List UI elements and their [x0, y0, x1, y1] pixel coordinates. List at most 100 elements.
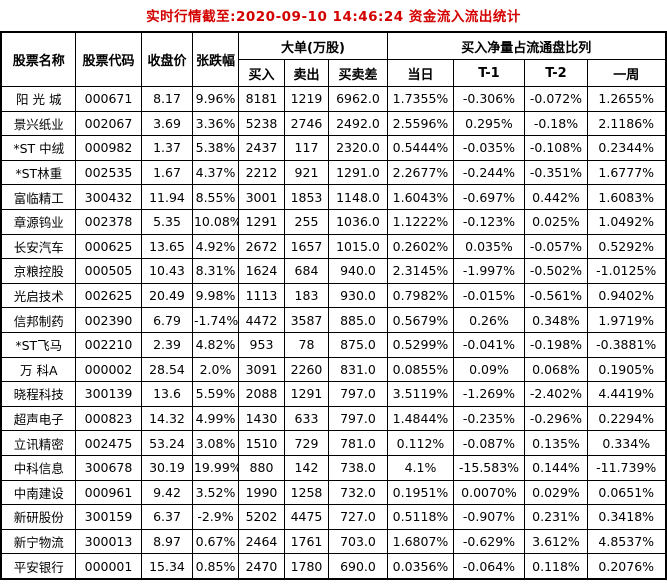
header-row-top: 股票名称 股票代码 收盘价 张跌幅 大单(万股) 买入净量占流通盘比列	[0, 31, 667, 87]
header-row-sub: 买入 卖出 买卖差 当日 T-1 T-2 一周	[1, 59, 667, 87]
table-row: 富临精工 300432 11.94 8.55% 3001 1853 1148.0 1.6043…	[0, 184, 667, 210]
stock-code-cell: 000001	[74, 553, 142, 580]
buy-sell-diff-cell: 781.0	[327, 430, 388, 456]
close-price-cell: 13.6	[140, 381, 193, 407]
ratio-t2-cell: 0.068%	[523, 356, 588, 383]
buy-sell-diff-cell: 738.0	[327, 454, 388, 481]
change-pct-cell: 9.98%	[191, 282, 239, 309]
buy-sell-diff-cell: 2492.0	[327, 110, 388, 137]
change-pct-cell: 4.37%	[191, 159, 239, 186]
buy-sell-diff-cell: 930.0	[327, 282, 388, 309]
close-price-cell: 8.97	[140, 528, 193, 555]
ratio-today-cell: 0.7982%	[386, 282, 454, 309]
sell-volume-cell: 117	[283, 135, 329, 161]
stock-code-cell: 002210	[74, 331, 142, 358]
sell-volume-cell: 1219	[283, 86, 329, 112]
buy-volume-cell: 5238	[237, 110, 285, 137]
change-pct-cell: -1.74%	[191, 307, 239, 333]
table-body: 阳 光 城 000671 8.17 9.96% 8181 1219 6962.0 1.7355…	[0, 86, 667, 580]
sell-volume-cell: 1291	[283, 381, 329, 407]
table-row: *ST飞马 002210 2.39 4.82% 953 78 875.0 0.5299% -0.…	[0, 331, 667, 358]
stock-code-cell: 300159	[74, 504, 142, 530]
stock-name-cell: 富临精工	[0, 184, 76, 210]
col-header-today: 当日	[386, 59, 454, 87]
change-pct-cell: 2.0%	[191, 356, 239, 383]
ratio-t2-cell: 0.025%	[523, 208, 588, 235]
change-pct-cell: -2.9%	[191, 504, 239, 530]
ratio-t2-cell: -0.502%	[523, 258, 588, 284]
table-row: 章源钨业 002378 5.35 10.08% 1291 255 1036.0 1.1222%…	[0, 208, 667, 235]
sell-volume-cell: 1258	[283, 479, 329, 506]
ratio-today-cell: 3.5119%	[386, 381, 454, 407]
table-row: *ST 中绒 000982 1.37 5.38% 2437 117 2320.0 0.5444…	[0, 135, 667, 161]
ratio-today-cell: 0.5679%	[386, 307, 454, 333]
ratio-today-cell: 2.3145%	[386, 258, 454, 284]
stock-name-cell: 晓程科技	[0, 381, 76, 407]
ratio-today-cell: 0.0855%	[386, 356, 454, 383]
ratio-today-cell: 0.2602%	[386, 233, 454, 260]
stock-name-cell: 信邦制药	[0, 307, 76, 333]
ratio-t2-cell: -0.296%	[523, 405, 588, 432]
buy-volume-cell: 4472	[237, 307, 285, 333]
stock-name-cell: 立讯精密	[0, 430, 76, 456]
buy-volume-cell: 2470	[237, 553, 285, 580]
stock-code-cell: 000961	[74, 479, 142, 506]
close-price-cell: 28.54	[140, 356, 193, 383]
ratio-today-cell: 0.1951%	[386, 479, 454, 506]
table-row: 阳 光 城 000671 8.17 9.96% 8181 1219 6962.0 1.7355…	[0, 86, 667, 112]
sell-volume-cell: 2260	[283, 356, 329, 383]
sell-volume-cell: 4475	[283, 504, 329, 530]
sell-volume-cell: 1761	[283, 528, 329, 555]
sell-volume-cell: 3587	[283, 307, 329, 333]
ratio-week-cell: -0.3881%	[586, 331, 667, 358]
ratio-t1-cell: -0.015%	[452, 282, 525, 309]
buy-volume-cell: 880	[237, 454, 285, 481]
ratio-week-cell: 0.334%	[586, 430, 667, 456]
ratio-today-cell: 0.0356%	[386, 553, 454, 580]
stock-code-cell: 000982	[74, 135, 142, 161]
close-price-cell: 1.37	[140, 135, 193, 161]
stock-code-cell: 000823	[74, 405, 142, 432]
stock-code-cell: 002625	[74, 282, 142, 309]
change-pct-cell: 3.08%	[191, 430, 239, 456]
buy-volume-cell: 1291	[237, 208, 285, 235]
sell-volume-cell: 1780	[283, 553, 329, 580]
change-pct-cell: 19.99%	[191, 454, 239, 481]
ratio-today-cell: 1.1222%	[386, 208, 454, 235]
ratio-today-cell: 2.2677%	[386, 159, 454, 186]
ratio-t1-cell: -0.235%	[452, 405, 525, 432]
ratio-week-cell: 0.2076%	[586, 553, 667, 580]
stock-code-cell: 300678	[74, 454, 142, 481]
ratio-t1-cell: 0.09%	[452, 356, 525, 383]
ratio-today-cell: 0.5299%	[386, 331, 454, 358]
stock-name-cell: 中南建设	[0, 479, 76, 506]
sell-volume-cell: 729	[283, 430, 329, 456]
close-price-cell: 15.34	[140, 553, 193, 580]
change-pct-cell: 10.08%	[191, 208, 239, 235]
ratio-week-cell: 2.1186%	[586, 110, 667, 137]
table-row: 京粮控股 000505 10.43 8.31% 1624 684 940.0 2.3145% -…	[0, 258, 667, 284]
stock-code-cell: 000625	[74, 233, 142, 260]
stock-code-cell: 300013	[74, 528, 142, 555]
stock-name-cell: 新研股份	[0, 504, 76, 530]
table-row: 新宁物流 300013 8.97 0.67% 2464 1761 703.0 1.6807% -…	[0, 528, 667, 555]
stock-code-cell: 300139	[74, 381, 142, 407]
buy-volume-cell: 953	[237, 331, 285, 358]
table-header: 股票名称 股票代码 收盘价 张跌幅 大单(万股) 买入净量占流通盘比列 买入 卖…	[0, 31, 667, 87]
stock-name-cell: 景兴纸业	[0, 110, 76, 137]
ratio-t2-cell: -0.072%	[523, 86, 588, 112]
stock-name-cell: 平安银行	[0, 553, 76, 580]
stock-name-cell: 京粮控股	[0, 258, 76, 284]
ratio-week-cell: -1.0125%	[586, 258, 667, 284]
stock-code-cell: 000002	[74, 356, 142, 383]
buy-sell-diff-cell: 690.0	[327, 553, 388, 580]
ratio-week-cell: 1.2655%	[586, 86, 667, 112]
ratio-week-cell: 0.0651%	[586, 479, 667, 506]
ratio-t2-cell: -0.108%	[523, 135, 588, 161]
change-pct-cell: 9.96%	[191, 86, 239, 112]
close-price-cell: 6.79	[140, 307, 193, 333]
ratio-t2-cell: 0.348%	[523, 307, 588, 333]
change-pct-cell: 0.85%	[191, 553, 239, 580]
table-row: 中南建设 000961 9.42 3.52% 1990 1258 732.0 0.1951% 0…	[0, 479, 667, 506]
ratio-today-cell: 4.1%	[386, 454, 454, 481]
